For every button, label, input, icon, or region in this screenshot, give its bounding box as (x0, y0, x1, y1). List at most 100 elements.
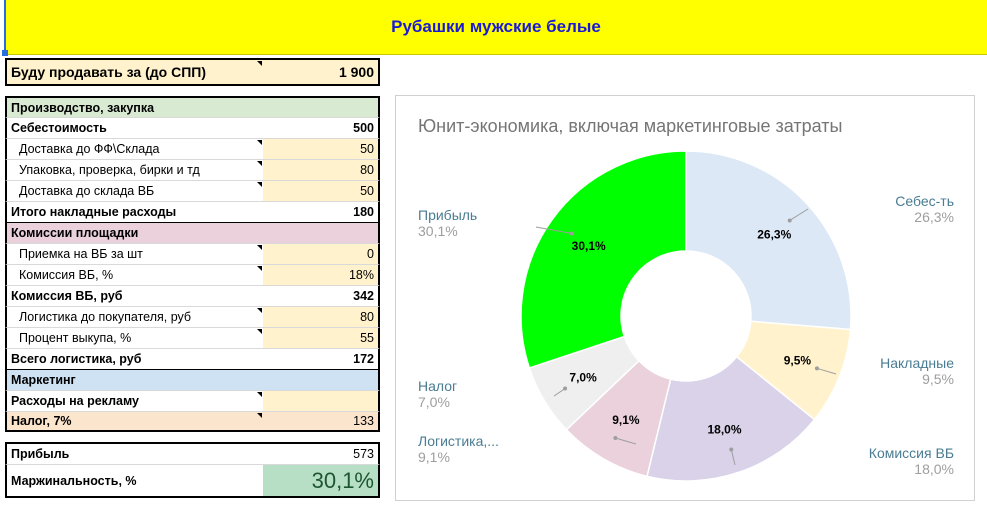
row-label-text: Налог, 7% (11, 414, 72, 428)
section-header-text: Маркетинг (11, 373, 76, 387)
row-value-text: 50 (360, 184, 374, 198)
profit-value-text: 573 (353, 447, 374, 461)
comment-indicator (257, 182, 262, 187)
leader-dot (613, 436, 618, 441)
slice-6[interactable] (520, 150, 687, 369)
profit-label-text: Прибыль (11, 447, 70, 461)
row-label[interactable]: Доставка до склада ВБ (5, 180, 263, 201)
row-value[interactable]: 80 (263, 159, 380, 180)
leader-dot (729, 447, 734, 452)
row-value[interactable]: 342 (263, 285, 380, 306)
leader-line (535, 226, 572, 234)
price-label-text: Буду продавать за (до СПП) (11, 64, 206, 80)
legend-name: Прибыль (418, 207, 477, 223)
row-value[interactable] (263, 390, 380, 411)
section-header[interactable]: Маркетинг (5, 369, 380, 390)
row-value-text: 55 (360, 331, 374, 345)
leader-line (816, 367, 837, 375)
margin-label[interactable]: Маржинальность, % (5, 464, 263, 498)
row-label-text: Приемка на ВБ за шт (19, 247, 143, 261)
slice-data-label: 18,0% (707, 423, 741, 437)
profit-value[interactable]: 573 (263, 442, 380, 464)
sheet-title: Рубашки мужские белые (391, 17, 601, 36)
comment-indicator (257, 245, 262, 250)
row-label[interactable]: Итого накладные расходы (5, 201, 263, 222)
row-value[interactable]: 50 (263, 138, 380, 159)
row-label[interactable]: Комиссия ВБ, % (5, 264, 263, 285)
row-value[interactable]: 18% (263, 264, 380, 285)
legend-value: 18,0% (914, 461, 954, 477)
legend-value: 7,0% (418, 394, 450, 410)
price-label[interactable]: Буду продавать за (до СПП) (5, 58, 263, 86)
slice-data-label: 7,0% (569, 371, 597, 385)
unit-economics-chart[interactable]: Юнит-экономика, включая маркетинговые за… (395, 95, 975, 501)
row-value-text: 172 (353, 352, 374, 366)
row-label-text: Итого накладные расходы (11, 205, 177, 219)
leader-dot (563, 386, 568, 391)
section-header[interactable]: Производство, закупка (5, 96, 380, 117)
margin-label-text: Маржинальность, % (11, 473, 137, 488)
profit-label[interactable]: Прибыль (5, 442, 263, 464)
leader-dot (569, 231, 574, 236)
row-label-text: Доставка до склада ВБ (19, 184, 155, 198)
comment-indicator (257, 392, 262, 397)
row-label[interactable]: Процент выкупа, % (5, 327, 263, 348)
row-label[interactable]: Комиссия ВБ, руб (5, 285, 263, 306)
section-header-text: Комиссии площадки (11, 226, 139, 240)
row-value-text: 500 (353, 121, 374, 135)
row-value-text: 180 (353, 205, 374, 219)
comment-indicator (257, 266, 262, 271)
row-value-text: 342 (353, 289, 374, 303)
cell-selection-handle[interactable] (2, 50, 8, 56)
row-value[interactable]: 133 (263, 411, 380, 432)
cell-selection-border (4, 0, 6, 52)
price-value[interactable]: 1 900 (263, 58, 380, 86)
title-banner[interactable]: Рубашки мужские белые (5, 0, 987, 55)
comment-indicator (257, 413, 262, 418)
comment-indicator (257, 329, 262, 334)
slice-1[interactable] (685, 150, 852, 331)
row-label[interactable]: Доставка до ФФ\Склада (5, 138, 263, 159)
row-label-text: Комиссия ВБ, руб (11, 289, 123, 303)
row-label[interactable]: Упаковка, проверка, бирки и тд (5, 159, 263, 180)
section-header-text: Производство, закупка (11, 100, 155, 115)
row-label-text: Логистика до покупателя, руб (19, 310, 192, 324)
legend-name: Себес-ть (895, 193, 954, 209)
row-label-text: Себестоимость (11, 121, 107, 135)
comment-indicator (257, 140, 262, 145)
comment-indicator (257, 61, 262, 66)
slice-3[interactable] (646, 355, 816, 482)
section-header[interactable]: Комиссии площадки (5, 222, 380, 243)
row-label[interactable]: Логистика до покупателя, руб (5, 306, 263, 327)
row-value[interactable]: 55 (263, 327, 380, 348)
legend-name: Логистика,... (418, 433, 499, 449)
slice-data-label: 26,3% (757, 228, 791, 242)
row-label[interactable]: Расходы на рекламу (5, 390, 263, 411)
row-label[interactable]: Приемка на ВБ за шт (5, 243, 263, 264)
margin-value-text: 30,1% (311, 467, 374, 493)
row-value[interactable]: 172 (263, 348, 380, 369)
leader-line (615, 437, 637, 445)
row-label[interactable]: Налог, 7% (5, 411, 263, 432)
row-value-text: 18% (348, 268, 374, 282)
row-value[interactable]: 50 (263, 180, 380, 201)
row-label-text: Всего логистика, руб (11, 352, 142, 366)
price-value-text: 1 900 (338, 64, 374, 80)
row-value-text: 133 (353, 414, 374, 428)
row-value[interactable]: 80 (263, 306, 380, 327)
row-label-text: Упаковка, проверка, бирки и тд (19, 163, 200, 177)
legend-name: Комиссия ВБ (869, 445, 954, 461)
row-value-text: 80 (360, 310, 374, 324)
row-label-text: Доставка до ФФ\Склада (19, 142, 160, 156)
legend-name: Налог (418, 378, 457, 394)
row-value[interactable]: 180 (263, 201, 380, 222)
row-label[interactable]: Всего логистика, руб (5, 348, 263, 369)
row-value[interactable]: 500 (263, 117, 380, 138)
slice-data-label: 9,5% (784, 354, 812, 368)
row-label[interactable]: Себестоимость (5, 117, 263, 138)
slice-data-label: 9,1% (612, 413, 640, 427)
row-value[interactable]: 0 (263, 243, 380, 264)
margin-value[interactable]: 30,1% (263, 464, 380, 498)
legend-value: 30,1% (418, 223, 458, 239)
